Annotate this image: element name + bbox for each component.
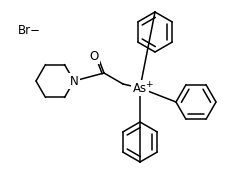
- Text: N: N: [69, 75, 78, 87]
- Text: As: As: [132, 82, 146, 94]
- Text: O: O: [89, 50, 98, 62]
- Text: Br−: Br−: [18, 24, 41, 37]
- Text: +: +: [145, 80, 152, 89]
